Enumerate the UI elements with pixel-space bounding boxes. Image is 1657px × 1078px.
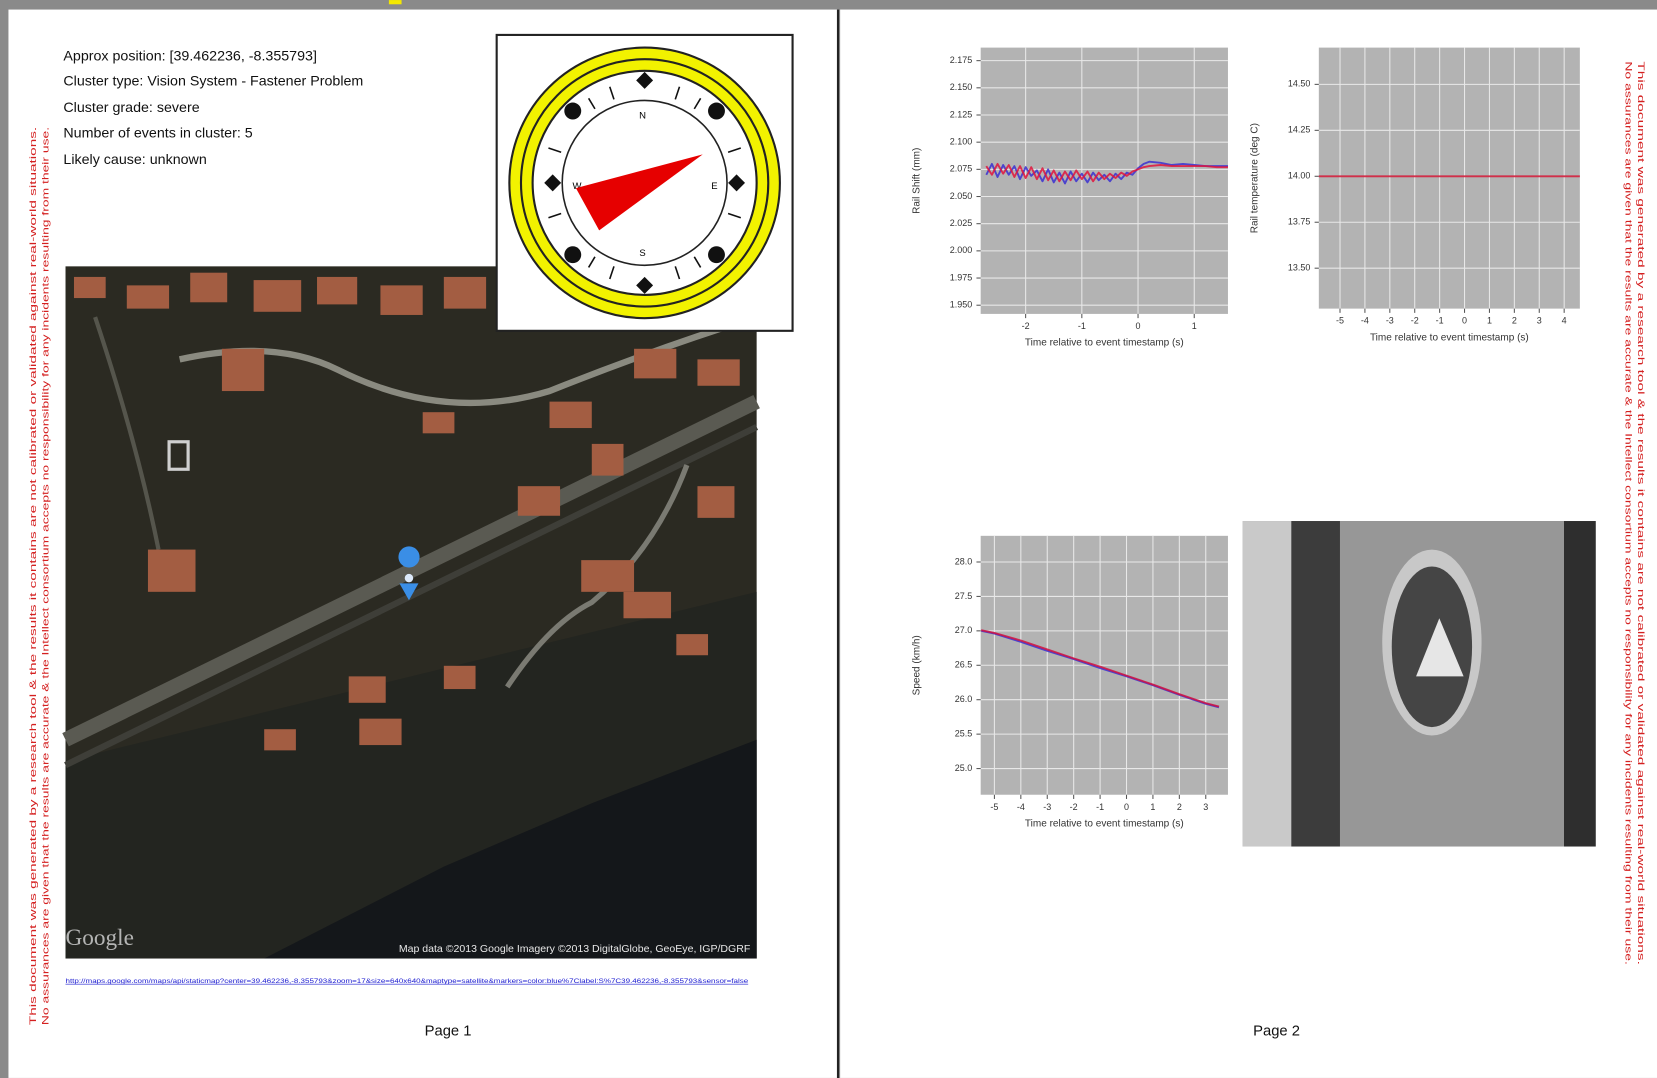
page: Approx position: [39.462236, -8.355793] … <box>0 0 1657 1078</box>
document-view: Approx position: [39.462236, -8.355793] … <box>0 0 1657 1078</box>
map-logo: Google <box>66 925 134 951</box>
info-line: Number of events in cluster: 5 <box>63 125 252 141</box>
y-tick-label: 2.175 <box>950 55 972 65</box>
y-tick-label: 2.050 <box>950 191 972 201</box>
y-tick-label: 25.0 <box>955 763 972 773</box>
compass: N E S W <box>497 35 793 331</box>
y-tick-label: 1.950 <box>950 300 972 310</box>
highlight-mark <box>389 0 402 4</box>
x-axis-label: Time relative to event timestamp (s) <box>1025 818 1184 829</box>
x-tick-label: -3 <box>1386 316 1394 326</box>
y-tick-label: 25.5 <box>955 729 972 739</box>
y-tick-label: 27.0 <box>955 625 972 635</box>
x-tick-label: 1 <box>1192 321 1197 331</box>
x-tick-label: -2 <box>1411 316 1419 326</box>
plot-area <box>1319 48 1580 309</box>
y-tick-label: 28.0 <box>955 556 972 566</box>
info-line: Cluster type: Vision System - Fastener P… <box>63 74 363 90</box>
x-tick-label: -3 <box>1043 802 1051 812</box>
x-tick-label: -4 <box>1361 316 1369 326</box>
x-tick-label: 0 <box>1136 321 1141 331</box>
info-line: Approx position: [39.462236, -8.355793] <box>63 48 317 64</box>
y-tick-label: 26.0 <box>955 694 972 704</box>
map-marker-dot <box>405 574 413 582</box>
photo-edge <box>1564 521 1596 846</box>
x-tick-label: 1 <box>1487 316 1492 326</box>
info-line: Likely cause: unknown <box>63 152 206 168</box>
x-tick-label: 1 <box>1150 802 1155 812</box>
photo-rail-edge <box>1243 521 1292 846</box>
y-tick-label: 14.25 <box>1288 125 1310 135</box>
y-tick-label: 26.5 <box>955 660 972 670</box>
y-axis-label: Rail temperature (deg C) <box>1250 123 1261 233</box>
fastener-photo <box>1243 521 1596 846</box>
y-tick-label: 13.50 <box>1288 263 1310 273</box>
x-tick-label: -1 <box>1078 321 1086 331</box>
x-tick-label: -5 <box>1336 316 1344 326</box>
info-line: Cluster grade: severe <box>63 100 199 116</box>
x-axis-label: Time relative to event timestamp (s) <box>1370 332 1529 343</box>
map-link[interactable]: http://maps.google.com/maps/api/staticma… <box>66 978 749 985</box>
x-tick-label: 4 <box>1562 316 1567 326</box>
y-tick-label: 1.975 <box>950 272 972 282</box>
y-axis-label: Rail Shift (mm) <box>911 148 922 214</box>
x-tick-label: 2 <box>1177 802 1182 812</box>
y-tick-label: 2.075 <box>950 164 972 174</box>
x-tick-label: 0 <box>1462 316 1467 326</box>
x-tick-label: 3 <box>1203 802 1208 812</box>
x-tick-label: 2 <box>1512 316 1517 326</box>
x-tick-label: -4 <box>1017 802 1025 812</box>
disclaimer-line: No assurances are given that the results… <box>1623 61 1633 965</box>
compass-label: S <box>639 248 645 259</box>
x-tick-label: -2 <box>1022 321 1030 331</box>
x-tick-label: -2 <box>1070 802 1078 812</box>
x-tick-label: -1 <box>1436 316 1444 326</box>
y-tick-label: 2.025 <box>950 218 972 228</box>
y-tick-label: 14.00 <box>1288 171 1310 181</box>
disclaimer-line: This document was generated by a researc… <box>28 127 38 1025</box>
x-axis-label: Time relative to event timestamp (s) <box>1025 338 1184 349</box>
compass-label: E <box>711 181 717 192</box>
x-tick-label: 3 <box>1537 316 1542 326</box>
y-axis-label: Speed (km/h) <box>911 635 922 695</box>
disclaimer-line: No assurances are given that the results… <box>41 127 51 1025</box>
satellite-map: Google Map data ©2013 Google Imagery ©20… <box>66 266 757 958</box>
y-tick-label: 2.100 <box>950 137 972 147</box>
y-tick-label: 27.5 <box>955 591 972 601</box>
x-tick-label: -1 <box>1096 802 1104 812</box>
y-tick-label: 14.50 <box>1288 79 1310 89</box>
x-tick-label: -5 <box>990 802 998 812</box>
y-tick-label: 2.150 <box>950 82 972 92</box>
map-attribution: Map data ©2013 Google Imagery ©2013 Digi… <box>399 943 751 955</box>
y-tick-label: 2.000 <box>950 245 972 255</box>
photo-shadow <box>1291 521 1340 846</box>
y-tick-label: 2.125 <box>950 109 972 119</box>
page-footer: Page 1 <box>425 1024 472 1040</box>
x-tick-label: 0 <box>1124 802 1129 812</box>
y-tick-label: 13.75 <box>1288 217 1310 227</box>
disclaimer-line: This document was generated by a researc… <box>1636 61 1646 965</box>
compass-label: N <box>639 110 646 121</box>
page-footer: Page 2 <box>1253 1024 1300 1040</box>
